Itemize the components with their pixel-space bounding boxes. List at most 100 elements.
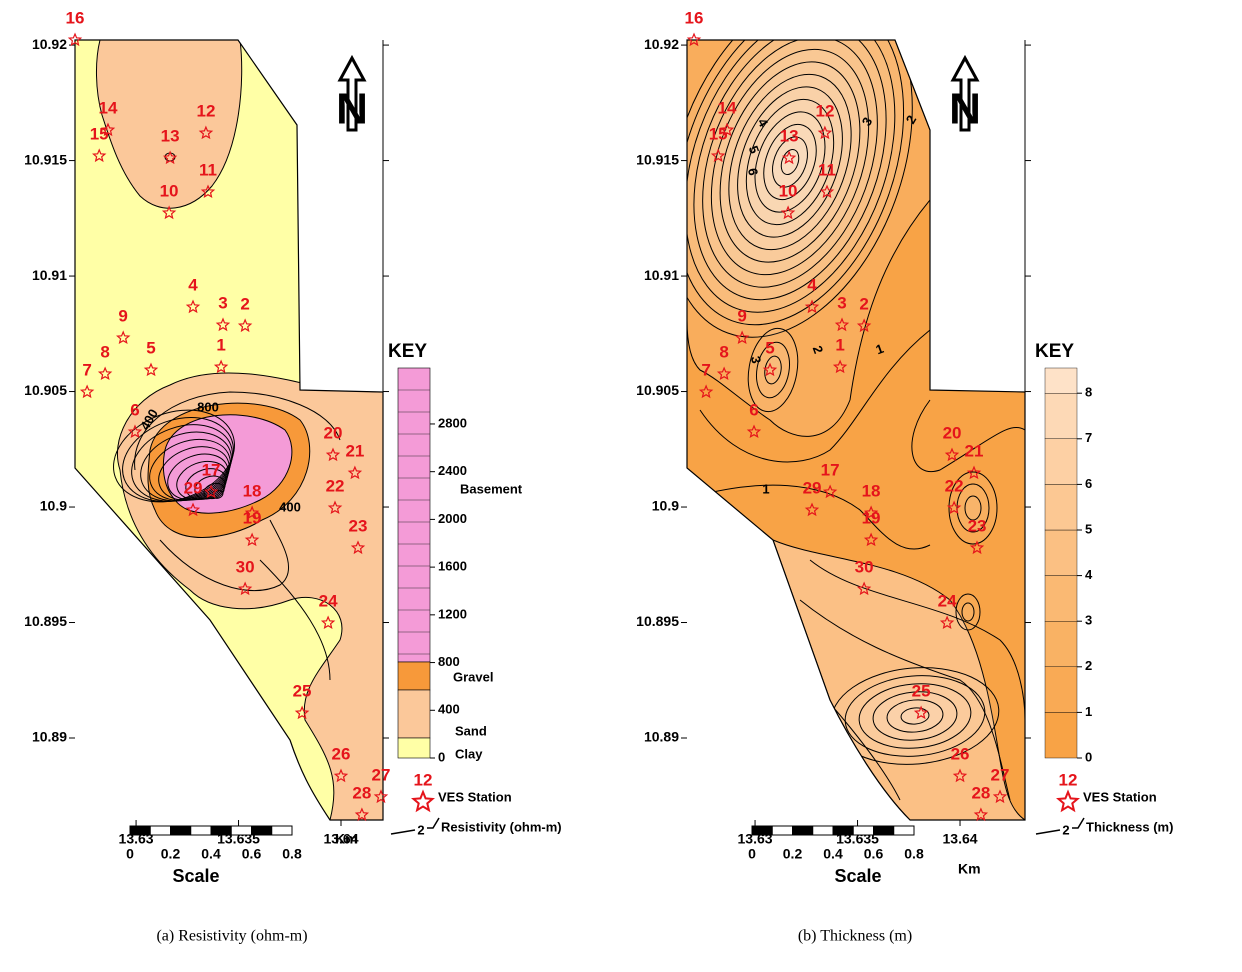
legend-station <box>1059 792 1078 810</box>
station-label: 16 <box>66 8 85 27</box>
contour-label: 800 <box>197 399 219 414</box>
legend-station-label: 12 <box>1059 770 1078 789</box>
y-tick-label: 10.895 <box>636 613 679 629</box>
station-label: 6 <box>130 400 139 419</box>
key-band <box>1045 667 1077 713</box>
map-panel: 12332456110.8910.89510.910.90510.9110.91… <box>623 0 1174 945</box>
scale-segment <box>231 826 251 835</box>
station-label: 20 <box>324 424 343 443</box>
key-band <box>398 690 430 738</box>
key-band <box>1045 439 1077 485</box>
key-tick-label: 5 <box>1085 521 1092 536</box>
scale-segment <box>772 826 792 835</box>
key-class: Gravel <box>453 669 493 684</box>
station-label: 7 <box>82 360 91 379</box>
station-label: 9 <box>737 306 746 325</box>
key-class: Clay <box>455 746 483 761</box>
y-tick-label: 10.915 <box>24 151 67 167</box>
y-tick-label: 10.905 <box>24 382 67 398</box>
station-label: 22 <box>326 476 345 495</box>
scale-title: Scale <box>834 866 881 886</box>
scale-segment <box>793 826 813 835</box>
legend-contour <box>391 818 439 834</box>
station-label: 11 <box>199 160 217 179</box>
scale-segment <box>874 826 894 835</box>
scale-tick-label: 0.6 <box>242 846 262 862</box>
key-band <box>1045 530 1077 576</box>
key-class: Sand <box>455 723 487 738</box>
legend-contour-label: 2 <box>1062 822 1069 837</box>
north-label: N <box>949 85 981 134</box>
station-label: 2 <box>859 294 868 313</box>
station-label: 6 <box>749 400 758 419</box>
legend-contour-text: Thickness (m) <box>1086 819 1173 834</box>
scale-tick-label: 0.6 <box>864 846 884 862</box>
station-label: 4 <box>807 275 817 294</box>
station-label: 15 <box>90 124 109 143</box>
scale-tick-label: 0.4 <box>201 846 221 862</box>
scale-unit: Km <box>958 861 981 877</box>
station-label: 19 <box>862 509 881 528</box>
station-label: 18 <box>243 482 262 501</box>
station-label: 26 <box>951 745 970 764</box>
scale-tick-label: 0.2 <box>783 846 803 862</box>
scale-segment <box>171 826 191 835</box>
station-label: 3 <box>837 294 846 313</box>
scale-segment <box>833 826 853 835</box>
legend-contour-label: 2 <box>417 822 424 837</box>
station-label: 17 <box>202 461 221 480</box>
legend-contour-text: Resistivity (ohm-m) <box>441 819 562 834</box>
station-label: 21 <box>965 442 984 461</box>
figure: 40080040010.8910.89510.910.90510.9110.91… <box>0 0 1242 972</box>
key-tick-label: 800 <box>438 654 460 669</box>
key-band <box>398 662 430 690</box>
scale-tick-label: 0.4 <box>823 846 843 862</box>
station-label: 25 <box>912 682 931 701</box>
station-label: 30 <box>236 558 255 577</box>
key-band <box>1045 621 1077 667</box>
station-label: 1 <box>835 336 844 355</box>
scale-tick-label: 0 <box>748 846 756 862</box>
key-title: KEY <box>388 341 427 362</box>
station-label: 23 <box>349 516 368 535</box>
station-label: 5 <box>146 339 155 358</box>
station-label: 23 <box>968 516 987 535</box>
scale-segment <box>752 826 772 835</box>
station-label: 20 <box>943 424 962 443</box>
key-tick-label: 400 <box>438 702 460 717</box>
legend-station-text: VES Station <box>1083 789 1157 804</box>
scale-unit: Km <box>335 831 358 847</box>
station-label: 11 <box>818 160 836 179</box>
scale-segment <box>813 826 833 835</box>
y-tick-label: 10.905 <box>636 382 679 398</box>
station-label: 7 <box>701 360 710 379</box>
key-tick-label: 2000 <box>438 511 467 526</box>
station-label: 3 <box>218 294 227 313</box>
key-band <box>1045 368 1077 393</box>
station-label: 14 <box>99 99 118 118</box>
station-label: 29 <box>803 479 822 498</box>
y-tick-label: 10.91 <box>644 267 679 283</box>
y-tick-label: 10.895 <box>24 613 67 629</box>
y-tick-label: 10.92 <box>644 36 679 52</box>
station-label: 22 <box>945 476 964 495</box>
station-label: 24 <box>319 591 338 610</box>
x-tick-label: 13.64 <box>943 831 978 847</box>
page: 40080040010.8910.89510.910.90510.9110.91… <box>0 0 1242 972</box>
scale-tick-label: 0.8 <box>282 846 302 862</box>
contour-label: 1 <box>762 481 769 496</box>
station-label: 12 <box>815 102 834 121</box>
key-tick-label: 6 <box>1085 476 1092 491</box>
station-label: 1 <box>216 336 225 355</box>
key-band <box>398 738 430 758</box>
station-label: 9 <box>118 306 127 325</box>
key-tick-label: 4 <box>1085 567 1093 582</box>
station-label: 19 <box>243 509 262 528</box>
contour <box>962 603 974 621</box>
key-band <box>1045 393 1077 439</box>
key-tick-label: 1200 <box>438 606 467 621</box>
station-label: 16 <box>685 8 704 27</box>
station-label: 28 <box>971 783 990 802</box>
key-class: Basement <box>460 481 523 496</box>
scale-tick-label: 0.2 <box>161 846 181 862</box>
